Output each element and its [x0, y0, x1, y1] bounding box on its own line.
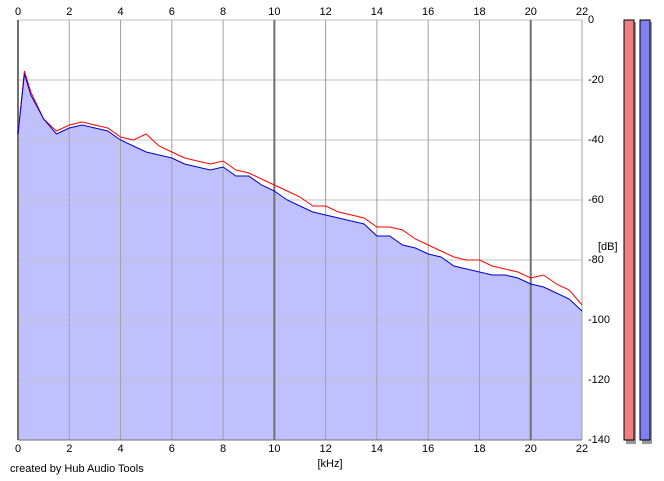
y-tick-label: -20 — [588, 74, 604, 86]
x-tick-label: 16 — [422, 6, 434, 18]
x-tick-label: 16 — [422, 443, 434, 455]
left-meter — [623, 19, 635, 441]
x-tick-label: 14 — [371, 443, 383, 455]
x-tick-label: 20 — [525, 6, 537, 18]
y-tick-label: -80 — [588, 254, 604, 266]
x-tick-label: 2 — [66, 443, 72, 455]
x-tick-label: 4 — [117, 443, 123, 455]
footer: created by Hub Audio Tools — [10, 463, 144, 475]
spectrum-line — [17, 73, 583, 312]
x-tick-label: 14 — [371, 6, 383, 18]
x-tick-label: 4 — [117, 6, 123, 18]
x-tick-label: 2 — [66, 6, 72, 18]
x-tick-label: 6 — [169, 6, 175, 18]
y-tick-label: -100 — [588, 314, 610, 326]
x-tick-label: 0 — [15, 443, 21, 455]
x-tick-label: 22 — [576, 443, 588, 455]
x-tick-label: 0 — [15, 6, 21, 18]
x-tick-label: 18 — [473, 6, 485, 18]
x-tick-label: 8 — [220, 443, 226, 455]
y-axis-label: [dB] — [598, 241, 618, 253]
x-tick-label: 12 — [320, 6, 332, 18]
spectrum-line — [17, 70, 583, 306]
x-tick-label: 12 — [320, 443, 332, 455]
x-tick-label: 10 — [268, 6, 280, 18]
y-tick-label: -140 — [588, 434, 610, 446]
x-tick-label: 18 — [473, 443, 485, 455]
right-meter — [639, 19, 651, 441]
x-tick-label: 10 — [268, 443, 280, 455]
x-tick-label: 6 — [169, 443, 175, 455]
y-tick-label: -40 — [588, 134, 604, 146]
y-tick-label: 0 — [588, 14, 594, 26]
y-tick-label: -60 — [588, 194, 604, 206]
spectrum-area — [18, 74, 582, 440]
x-tick-label: 22 — [576, 6, 588, 18]
x-axis-label: [kHz] — [317, 458, 342, 470]
y-tick-label: -120 — [588, 374, 610, 386]
x-tick-label: 8 — [220, 6, 226, 18]
x-tick-label: 20 — [525, 443, 537, 455]
